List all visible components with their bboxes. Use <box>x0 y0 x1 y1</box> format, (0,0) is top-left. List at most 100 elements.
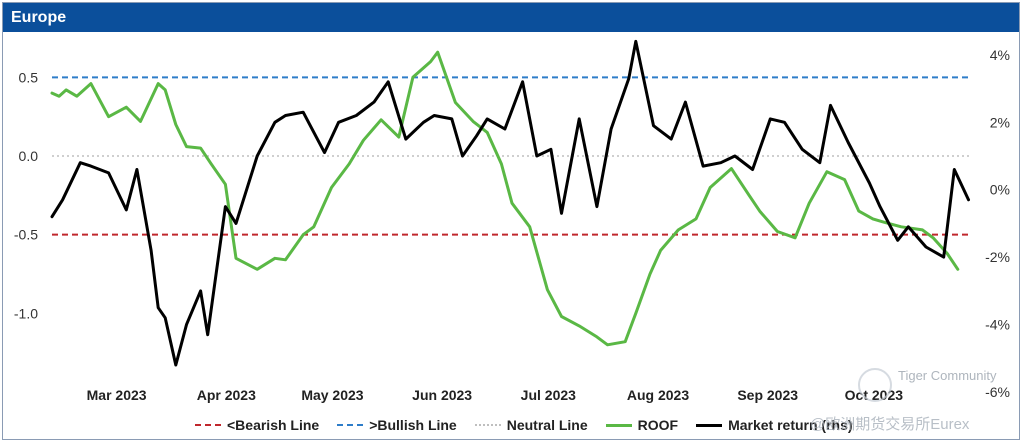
roof-point <box>900 226 903 228</box>
market-return-point <box>670 138 673 140</box>
bearish-swatch <box>195 424 221 426</box>
market-return-point <box>157 306 159 309</box>
roof-point <box>185 145 188 148</box>
market-return-point <box>302 111 305 113</box>
market-return-point <box>274 121 276 124</box>
legend-label: Neutral Line <box>506 417 588 433</box>
right-tick-label: -6% <box>985 384 1010 400</box>
market-return-point <box>90 165 92 167</box>
roof-point <box>882 221 885 223</box>
roof-point <box>808 202 811 204</box>
roof-point <box>486 131 489 134</box>
x-tick-label: Jun 2023 <box>412 387 472 403</box>
roof-point <box>677 229 680 231</box>
roof-point <box>826 170 828 173</box>
legend-item-roof: ROOF <box>605 417 678 433</box>
legend-label: Market return (rhs) <box>728 417 853 433</box>
market-return-point <box>896 239 899 242</box>
market-return-point <box>475 134 478 137</box>
market-return-point <box>627 77 630 80</box>
market-return-point <box>829 104 832 107</box>
right-tick-label: 0% <box>990 182 1010 198</box>
market-return-point <box>422 121 425 124</box>
watermark-line1: Tiger Community <box>898 368 997 383</box>
legend-item-market: Market return (rhs) <box>696 417 853 433</box>
roof-point <box>210 163 213 165</box>
x-tick-label: May 2023 <box>301 387 363 403</box>
market-return-point <box>79 161 82 164</box>
roof-point <box>624 340 627 343</box>
x-tick-label: Mar 2023 <box>87 387 147 403</box>
roof-swatch <box>605 423 632 427</box>
roof-point <box>546 288 549 291</box>
market-return-point <box>51 215 53 218</box>
roof-point <box>957 268 959 271</box>
roof-point <box>472 120 474 123</box>
market-return-point <box>942 256 945 258</box>
roof-point <box>51 92 53 94</box>
roof-point <box>606 344 609 346</box>
market-return-point <box>235 222 237 225</box>
bullish-swatch <box>337 424 364 426</box>
roof-point <box>139 120 142 123</box>
roof-point <box>857 210 860 212</box>
right-tick-label: 2% <box>990 114 1010 130</box>
x-tick-label: Apr 2023 <box>197 387 256 403</box>
legend-item-bearish: <Bearish Line <box>195 417 319 433</box>
market-return-point <box>199 290 202 292</box>
roof-point <box>199 147 202 149</box>
roof-point <box>224 183 227 186</box>
right-tick-label: -4% <box>985 317 1010 333</box>
legend-label: <Bearish Line <box>227 417 320 433</box>
roof-point <box>436 51 439 53</box>
market-return-point <box>702 165 704 167</box>
right-tick-label: 4% <box>990 47 1010 63</box>
roof-point <box>843 178 846 181</box>
market-return-point <box>535 155 538 157</box>
roof-point <box>75 95 78 98</box>
market-return-point <box>373 101 375 103</box>
roof-point <box>921 229 924 231</box>
market-return-point <box>61 199 64 201</box>
market-return-point <box>150 249 152 252</box>
market-return-point <box>323 151 326 154</box>
roof-point <box>578 325 581 327</box>
panel-title: Europe <box>3 3 1019 32</box>
roof-point <box>256 268 259 271</box>
market-return-point <box>783 121 786 124</box>
legend-item-bullish: >Bullish Line <box>337 417 457 433</box>
roof-point <box>776 230 779 233</box>
left-tick-label: -1.0 <box>14 305 38 321</box>
roof-point <box>65 89 67 91</box>
roof-point <box>107 115 110 118</box>
roof-point <box>932 237 934 239</box>
watermark-line2: @欧洲期货交易所Eurex <box>810 416 970 433</box>
market-return-point <box>206 333 209 336</box>
roof-point <box>284 259 287 261</box>
roof-point <box>709 186 711 189</box>
roof-point <box>635 312 637 315</box>
roof-point <box>730 167 733 170</box>
market-return-point <box>578 118 581 120</box>
x-tick-label: Aug 2023 <box>627 387 689 403</box>
x-tick-label: Jul 2023 <box>521 387 576 403</box>
neutral-swatch <box>474 424 501 426</box>
market-return-point <box>907 226 910 228</box>
roof-point <box>274 257 276 260</box>
market-return-point <box>652 124 655 127</box>
market-return-point <box>164 317 167 319</box>
roof-point <box>560 315 563 318</box>
market-return-point <box>719 161 722 164</box>
market-return-point <box>684 101 687 103</box>
roof-point <box>90 82 92 85</box>
legend-item-neutral: Neutral Line <box>474 417 588 433</box>
left-tick-label: 0.0 <box>19 148 39 164</box>
left-tick-label: -0.5 <box>14 227 38 243</box>
roof-point <box>429 60 432 63</box>
roof-point <box>500 163 503 165</box>
roof-point <box>649 273 651 275</box>
roof-point <box>330 186 333 189</box>
roof-point <box>302 233 305 236</box>
roof-point <box>235 257 237 260</box>
